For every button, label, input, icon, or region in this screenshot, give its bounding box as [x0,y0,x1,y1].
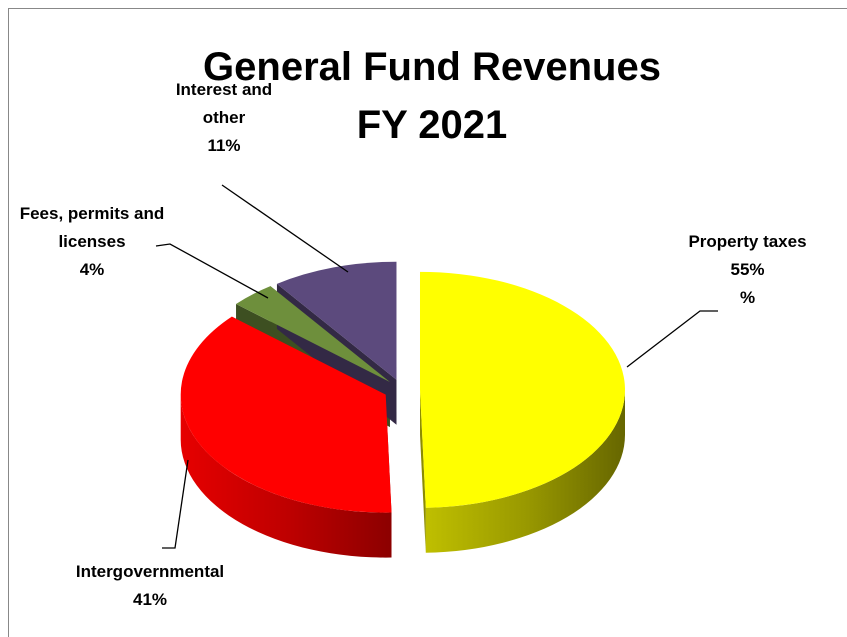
leader-line [221,184,349,273]
leader-line [626,310,718,368]
slice [180,316,392,513]
category-label: Property taxes [688,232,807,251]
slice-label: Interest and other 11% [154,76,294,160]
slice-wall [180,394,392,558]
slice [236,286,390,382]
chart-title: General Fund Revenues [203,45,661,89]
chart-subtitle: FY 2021 [356,103,508,147]
slice-label: Intergovernmental 41% [62,558,238,614]
category-label: Intergovernmental [75,562,225,581]
value-label: 55% [730,260,765,279]
category-label: Fees, permits and licenses [19,204,165,251]
slice-label: Fees, permits and licenses 4% [12,200,172,284]
leader-line [155,243,269,299]
slice [276,261,397,380]
leader-line [162,459,189,549]
slice [419,271,625,508]
slice-label: Property taxes 55% % [660,228,835,312]
value-label: 41% [132,590,168,609]
slice-cut [419,389,426,553]
value-label: 11% [207,136,241,155]
category-label: Interest and other [175,80,273,127]
value-label: 4% [79,260,105,279]
slice-wall [425,389,625,553]
pie [180,261,625,558]
annotation: % [739,288,756,307]
chart-border [8,8,847,637]
